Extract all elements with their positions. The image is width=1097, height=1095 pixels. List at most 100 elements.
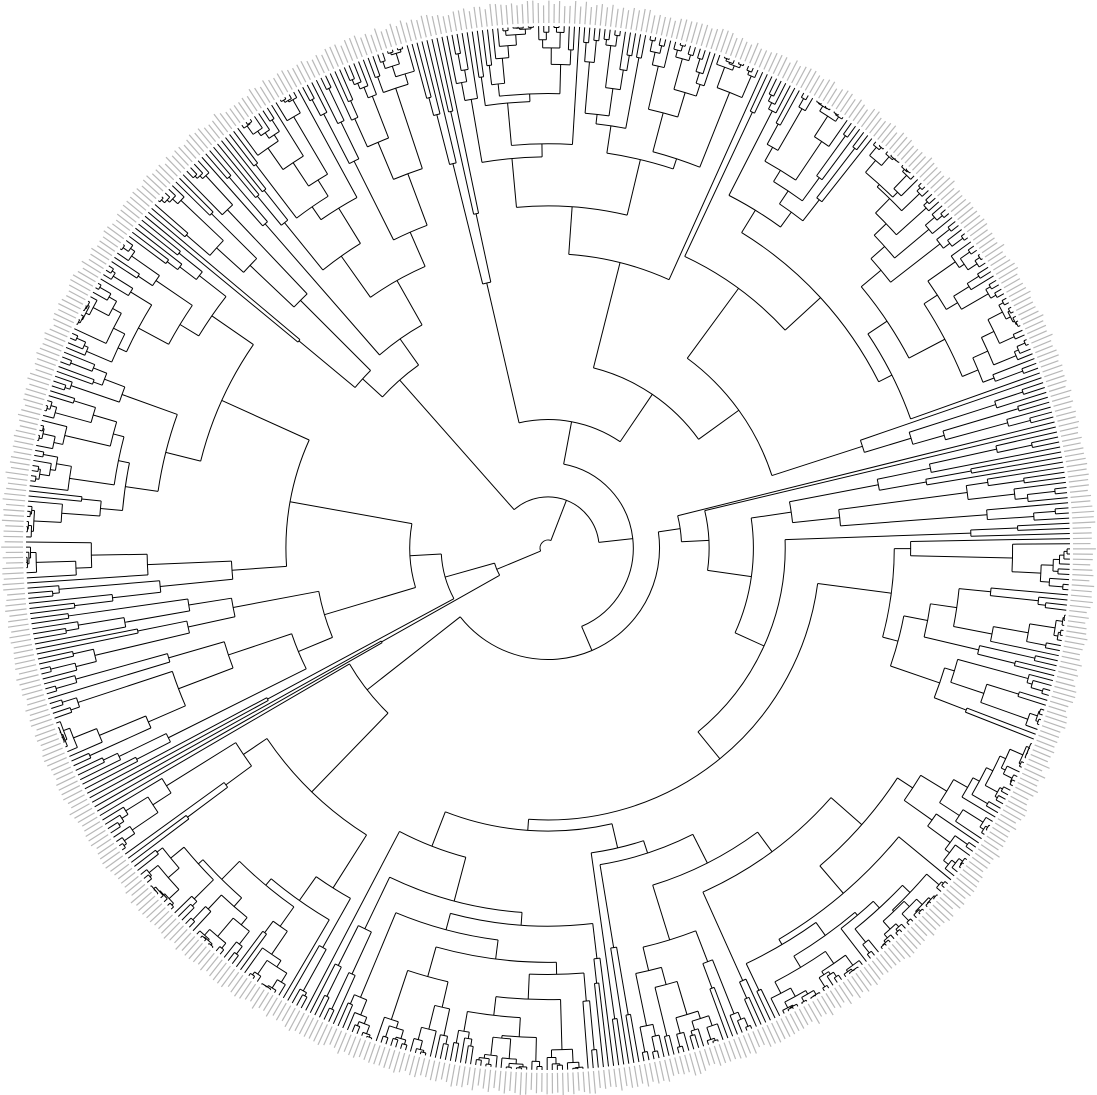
branch-arc	[243, 123, 251, 129]
branch-arc	[551, 1048, 573, 1051]
leaf-label	[628, 1066, 634, 1088]
leaf-label	[1033, 339, 1052, 349]
branch	[993, 355, 1017, 366]
branch	[819, 105, 824, 112]
branch	[146, 878, 152, 883]
branch	[177, 903, 191, 917]
branch	[421, 41, 441, 115]
branch	[56, 463, 72, 467]
branch	[923, 294, 938, 305]
branch	[926, 873, 940, 886]
branch-arc	[882, 939, 889, 946]
branch	[372, 56, 381, 77]
branch	[377, 54, 381, 63]
branch	[943, 242, 951, 249]
branch-arc	[484, 1053, 498, 1057]
branch-arc	[1044, 642, 1047, 648]
leaf-label	[142, 899, 159, 915]
branch	[94, 642, 383, 808]
branch	[940, 209, 946, 215]
leaf-label	[284, 1007, 296, 1028]
branch	[364, 876, 391, 930]
branch	[654, 37, 657, 42]
branch-arc	[354, 1012, 367, 1018]
leaf-label	[1056, 675, 1074, 682]
branch-arc	[165, 259, 170, 264]
branch	[971, 456, 1063, 474]
branch-arc	[918, 185, 923, 190]
leaf-label	[9, 461, 30, 466]
branch	[970, 532, 1070, 537]
branch	[36, 632, 139, 655]
branch	[49, 699, 62, 705]
branch	[899, 929, 903, 933]
branch	[54, 711, 72, 719]
branch	[279, 99, 282, 102]
branch	[1014, 665, 1055, 677]
branch	[138, 327, 169, 345]
branch-arc	[185, 815, 190, 820]
leaf-label	[188, 134, 205, 152]
branch	[821, 971, 825, 975]
leaf-label	[713, 1045, 722, 1066]
branch	[73, 757, 92, 767]
branch	[429, 1030, 437, 1057]
branch-arc	[875, 212, 897, 236]
branch	[264, 223, 380, 356]
leaf-label	[734, 37, 744, 58]
branch-arc	[391, 51, 402, 56]
branch	[228, 633, 292, 656]
branch	[256, 975, 262, 982]
leaf-label	[68, 284, 89, 296]
branch-arc	[433, 113, 441, 117]
branch	[42, 669, 77, 680]
branch-arc	[936, 239, 944, 249]
branch	[626, 32, 631, 56]
branch	[118, 460, 130, 464]
branch	[972, 777, 980, 782]
branch-arc	[45, 405, 49, 412]
leaf-label	[689, 1053, 697, 1076]
branch	[457, 53, 462, 71]
leaf-label	[90, 834, 109, 847]
branch	[96, 663, 350, 812]
leaf-label	[158, 164, 175, 181]
branch	[233, 897, 243, 907]
branch	[813, 990, 817, 995]
leaf-label	[932, 904, 951, 921]
leaf-label	[254, 87, 267, 106]
branch-arc	[384, 1016, 399, 1023]
branch-arc	[392, 1037, 399, 1041]
branch-arc	[977, 255, 982, 260]
branch	[856, 135, 869, 151]
branch	[280, 972, 288, 983]
branch	[734, 632, 765, 647]
leaf-label	[434, 1061, 441, 1082]
branch	[994, 391, 1023, 402]
branch-arc	[150, 885, 157, 892]
branch	[944, 667, 955, 672]
leaf-label	[615, 8, 619, 28]
leaf-label	[674, 1057, 680, 1075]
branch	[986, 767, 994, 772]
branch	[908, 338, 946, 359]
branch	[467, 1032, 470, 1039]
branch	[1017, 325, 1021, 328]
branch	[582, 1001, 589, 1069]
branch-arc	[838, 509, 841, 526]
branch	[1017, 527, 1070, 531]
branch	[211, 315, 254, 345]
branch	[1001, 297, 1007, 301]
branch	[890, 243, 941, 283]
branch-arc	[882, 548, 895, 638]
leaf-label	[1055, 680, 1076, 688]
branch	[968, 841, 977, 848]
branch	[417, 1027, 422, 1040]
branch	[481, 30, 488, 66]
leaf-label	[292, 67, 302, 85]
branch	[27, 574, 149, 584]
branch	[67, 746, 78, 753]
leaf-label	[317, 1024, 328, 1046]
branch	[256, 195, 282, 226]
branch	[923, 201, 928, 206]
